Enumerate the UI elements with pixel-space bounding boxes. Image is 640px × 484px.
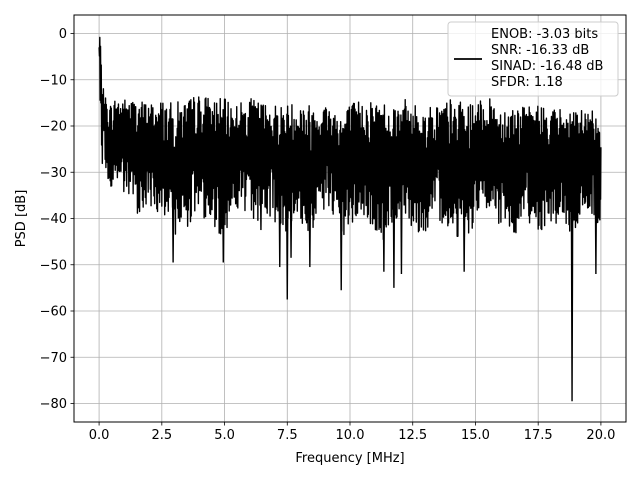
x-tick-label: 15.0 <box>461 428 490 443</box>
psd-dip <box>285 167 289 300</box>
psd-dip <box>382 179 386 272</box>
plot-area <box>98 36 602 402</box>
y-tick-label: −10 <box>40 73 67 88</box>
psd-dip <box>308 172 312 268</box>
psd-dip <box>570 171 574 402</box>
x-tick-label: 20.0 <box>586 428 615 443</box>
psd-trace <box>98 36 602 241</box>
y-tick-label: −60 <box>40 305 67 320</box>
x-tick-label: 7.5 <box>277 428 298 443</box>
x-tick-label: 5.0 <box>214 428 235 443</box>
psd-dip <box>594 158 598 275</box>
psd-dip <box>392 157 396 288</box>
x-tick-label: 17.5 <box>524 428 553 443</box>
y-tick-label: 0 <box>59 27 67 42</box>
y-tick-label: −40 <box>40 212 67 227</box>
y-tick-label: −20 <box>40 120 67 135</box>
legend-entry: SNR: -16.33 dB <box>491 43 589 58</box>
x-tick-label: 10.0 <box>336 428 365 443</box>
psd-dip <box>289 164 293 258</box>
legend-entry: SINAD: -16.48 dB <box>491 59 603 74</box>
y-tick-label: −70 <box>40 351 67 366</box>
psd-dip <box>278 161 282 268</box>
psd-dip <box>171 171 175 263</box>
x-tick-label: 0.0 <box>89 428 110 443</box>
x-axis-label: Frequency [MHz] <box>295 451 404 466</box>
psd-dip <box>339 174 343 291</box>
y-tick-label: −30 <box>40 166 67 181</box>
psd-dip <box>462 176 466 272</box>
x-tick-label: 12.5 <box>398 428 427 443</box>
y-axis-label: PSD [dB] <box>14 190 29 248</box>
legend-entry: SFDR: 1.18 <box>491 75 563 90</box>
psd-dip <box>221 169 225 263</box>
y-tick-label: −80 <box>40 397 67 412</box>
legend-box <box>447 21 619 97</box>
psd-dip <box>259 155 263 231</box>
axis-ticks: 0.0 2.5 5.0 7.5 10.0 12.5 15.0 17.5 20.0 0 −10 −20 −… <box>40 27 616 443</box>
legend-entry: ENOB: -3.03 bits <box>491 27 598 42</box>
x-tick-label: 2.5 <box>151 428 172 443</box>
psd-dip <box>399 150 403 275</box>
y-tick-label: −50 <box>40 258 67 273</box>
